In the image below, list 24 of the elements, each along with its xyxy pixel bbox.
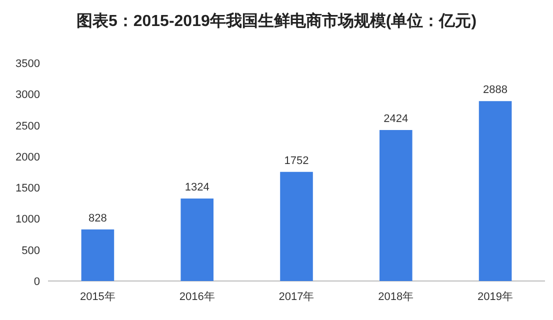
- chart-title: 图表5：2015-2019年我国生鲜电商市场规模(单位：亿元): [76, 12, 477, 30]
- x-tick-label: 2017年: [278, 291, 314, 303]
- x-tick-label: 2015年: [80, 291, 116, 303]
- data-label: 828: [88, 212, 107, 224]
- data-label: 1752: [284, 154, 309, 167]
- y-tick-label: 2000: [16, 151, 40, 164]
- y-tick-label: 0: [34, 276, 40, 288]
- bar: [478, 101, 512, 281]
- y-tick-label: 1000: [16, 214, 40, 226]
- x-tick-label: 2016年: [179, 291, 215, 303]
- y-tick-label: 1500: [16, 182, 40, 195]
- y-tick-label: 3000: [16, 89, 40, 102]
- bar: [280, 172, 313, 281]
- y-tick-label: 500: [22, 244, 40, 257]
- data-label: 2424: [384, 113, 408, 126]
- data-label: 1324: [184, 182, 210, 194]
- bar: [81, 229, 114, 281]
- x-tick-label: 2018年: [378, 291, 414, 303]
- bar: [380, 130, 412, 281]
- y-tick-label: 2500: [16, 120, 40, 132]
- bar: [180, 198, 214, 281]
- x-tick-label: 2019年: [478, 291, 514, 303]
- data-label: 2888: [483, 84, 508, 96]
- y-tick-label: 3500: [16, 58, 40, 70]
